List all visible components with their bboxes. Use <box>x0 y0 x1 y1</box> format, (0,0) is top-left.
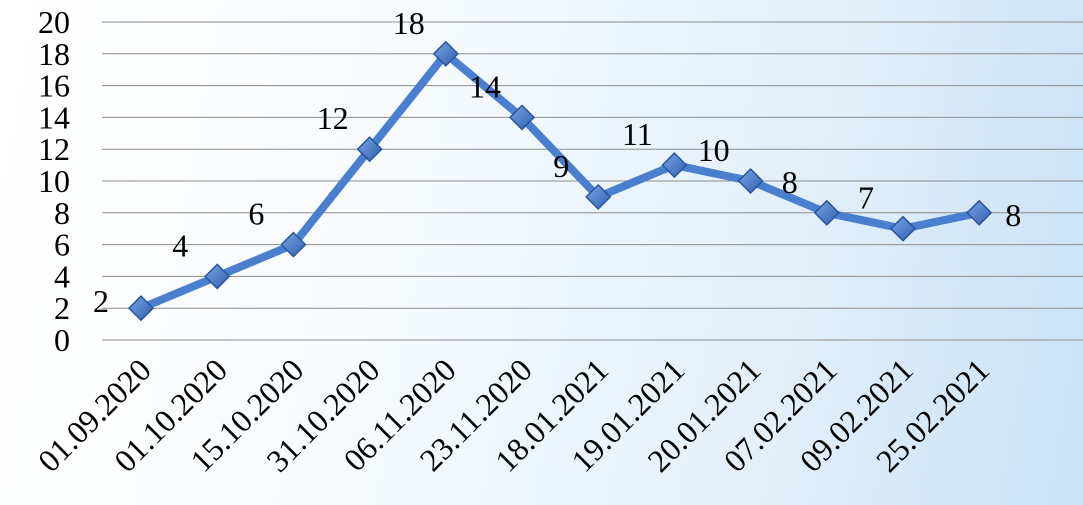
data-point <box>432 40 459 67</box>
data-point <box>661 152 688 179</box>
y-tick-label: 18 <box>38 36 70 72</box>
data-label: 8 <box>782 164 798 200</box>
data-point <box>204 263 231 290</box>
y-tick-label: 6 <box>54 227 70 263</box>
data-point <box>356 136 383 163</box>
data-label: 2 <box>93 283 109 319</box>
data-point <box>966 199 993 226</box>
y-tick-label: 0 <box>54 322 70 358</box>
y-tick-label: 8 <box>54 195 70 231</box>
data-label: 6 <box>248 196 264 232</box>
data-point <box>813 199 840 226</box>
data-label: 14 <box>469 68 501 104</box>
y-tick-label: 4 <box>54 258 70 294</box>
series-line-layer <box>137 49 984 313</box>
data-label: 12 <box>317 100 349 136</box>
y-tick-label: 16 <box>38 68 70 104</box>
gridlines <box>102 21 1083 341</box>
data-label: 4 <box>172 227 188 263</box>
data-label: 9 <box>553 148 569 184</box>
data-label: 7 <box>858 180 874 216</box>
y-tick-label: 2 <box>54 290 70 326</box>
data-label: 11 <box>622 116 653 152</box>
data-label: 18 <box>393 5 425 41</box>
y-tick-label: 10 <box>38 163 70 199</box>
data-point <box>508 104 536 131</box>
series-line <box>137 49 984 313</box>
y-tick-label: 14 <box>38 99 70 135</box>
data-point <box>737 167 764 195</box>
y-tick-label: 12 <box>38 131 70 167</box>
data-labels: 2 4 6 12 18 14 9 11 10 8 7 8 <box>93 5 1021 319</box>
data-points <box>127 40 993 322</box>
data-label: 10 <box>698 132 730 168</box>
x-axis-ticks: 01.09.202001.10.202015.10.202031.10.2020… <box>31 351 996 478</box>
data-point <box>280 231 307 258</box>
data-point <box>127 295 155 322</box>
data-label: 8 <box>1005 197 1021 233</box>
y-tick-label: 20 <box>38 4 70 40</box>
data-point <box>889 215 917 242</box>
data-point <box>585 183 612 210</box>
